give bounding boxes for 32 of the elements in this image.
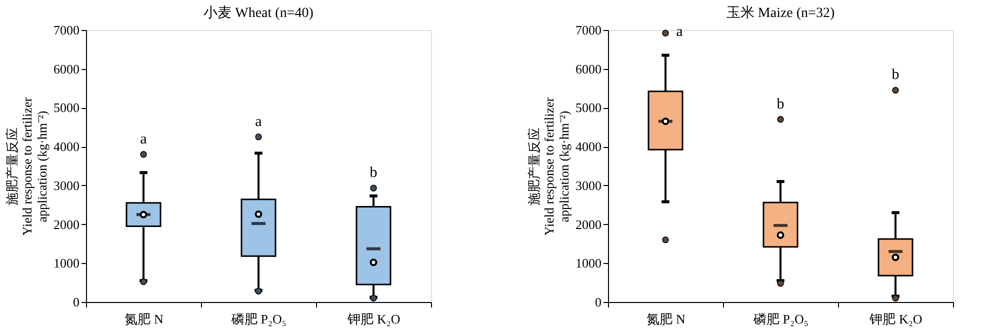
y-tick-label: 7000 [54,22,80,38]
annotation: a [676,24,684,40]
x-tick-label: 钾肥 K₂O [346,312,400,326]
y-tick-label: 2000 [576,216,602,232]
y-tick-label: 6000 [54,61,80,76]
y-tick-label: 4000 [576,139,602,154]
annotation: a [255,114,262,130]
x-tick-label: 氮肥 N [124,312,164,326]
y-tick-label: 0 [595,294,602,310]
y-tick-label: 3000 [54,178,80,193]
y-axis-title: 施肥产量反应 Yield response to fertilizer application (kg·hm⁻²) [526,96,572,236]
x-tick-label: 氮肥 N [646,312,686,326]
annotation: a [140,131,148,148]
y-axis-title: 施肥产量反应 Yield response to fertilizer application (kg·hm⁻²) [4,96,50,236]
annotation: b [776,96,784,112]
chart-title: 玉米 Maize (n=32) [726,5,835,21]
chart-title: 小麦 Wheat (n=40) [204,5,314,21]
y-tick-label: 1000 [576,256,602,271]
y-tick-label: 6000 [576,61,602,76]
annotation: b [370,165,378,182]
x-tick-label: 钾肥 K₂O [868,312,922,326]
y-tick-label: 5000 [54,100,80,116]
x-tick-label: 磷肥 P₂O₅ [752,312,808,326]
y-tick-label: 3000 [576,178,602,193]
y-tick-label: 2000 [54,216,80,232]
y-tick-label: 4000 [54,139,80,154]
annotation: b [892,67,900,84]
x-tick-label: 磷肥 P₂O₅ [230,312,286,326]
y-tick-label: 7000 [576,22,602,38]
y-tick-label: 1000 [54,256,80,271]
y-tick-label: 0 [73,294,80,310]
y-tick-label: 5000 [576,100,602,116]
